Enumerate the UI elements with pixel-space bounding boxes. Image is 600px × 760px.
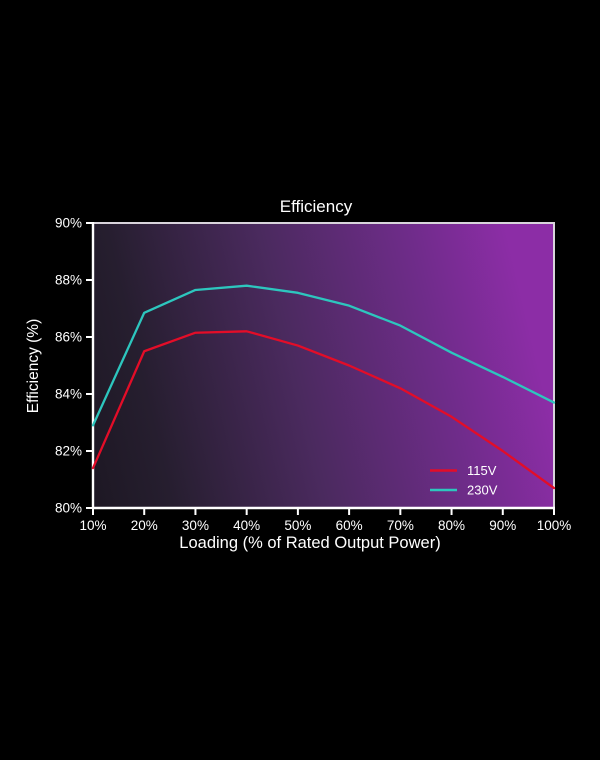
x-tick-label: 70% [387,518,414,533]
y-tick-label: 86% [55,330,82,345]
chart-title: Efficiency [280,197,353,216]
x-tick-label: 40% [233,518,260,533]
x-tick-label: 50% [284,518,311,533]
legend-label-230V: 230V [467,483,498,498]
x-tick-label: 20% [131,518,158,533]
x-tick-label: 30% [182,518,209,533]
y-tick-label: 88% [55,273,82,288]
series-line-230V [91,284,556,427]
x-axis-title: Loading (% of Rated Output Power) [179,534,440,552]
x-tick-label: 90% [489,518,516,533]
y-tick-label: 84% [55,387,82,402]
x-tick-label: 80% [438,518,465,533]
y-tick-label: 82% [55,444,82,459]
legend-label-115V: 115V [467,463,497,478]
series-line-115V [91,330,556,490]
y-axis-title: Efficiency (%) [25,319,42,413]
x-tick-label: 60% [336,518,363,533]
y-tick-label: 80% [55,501,82,516]
x-tick-label: 100% [537,518,572,533]
y-tick-label: 90% [55,216,82,231]
x-tick-label: 10% [79,518,106,533]
